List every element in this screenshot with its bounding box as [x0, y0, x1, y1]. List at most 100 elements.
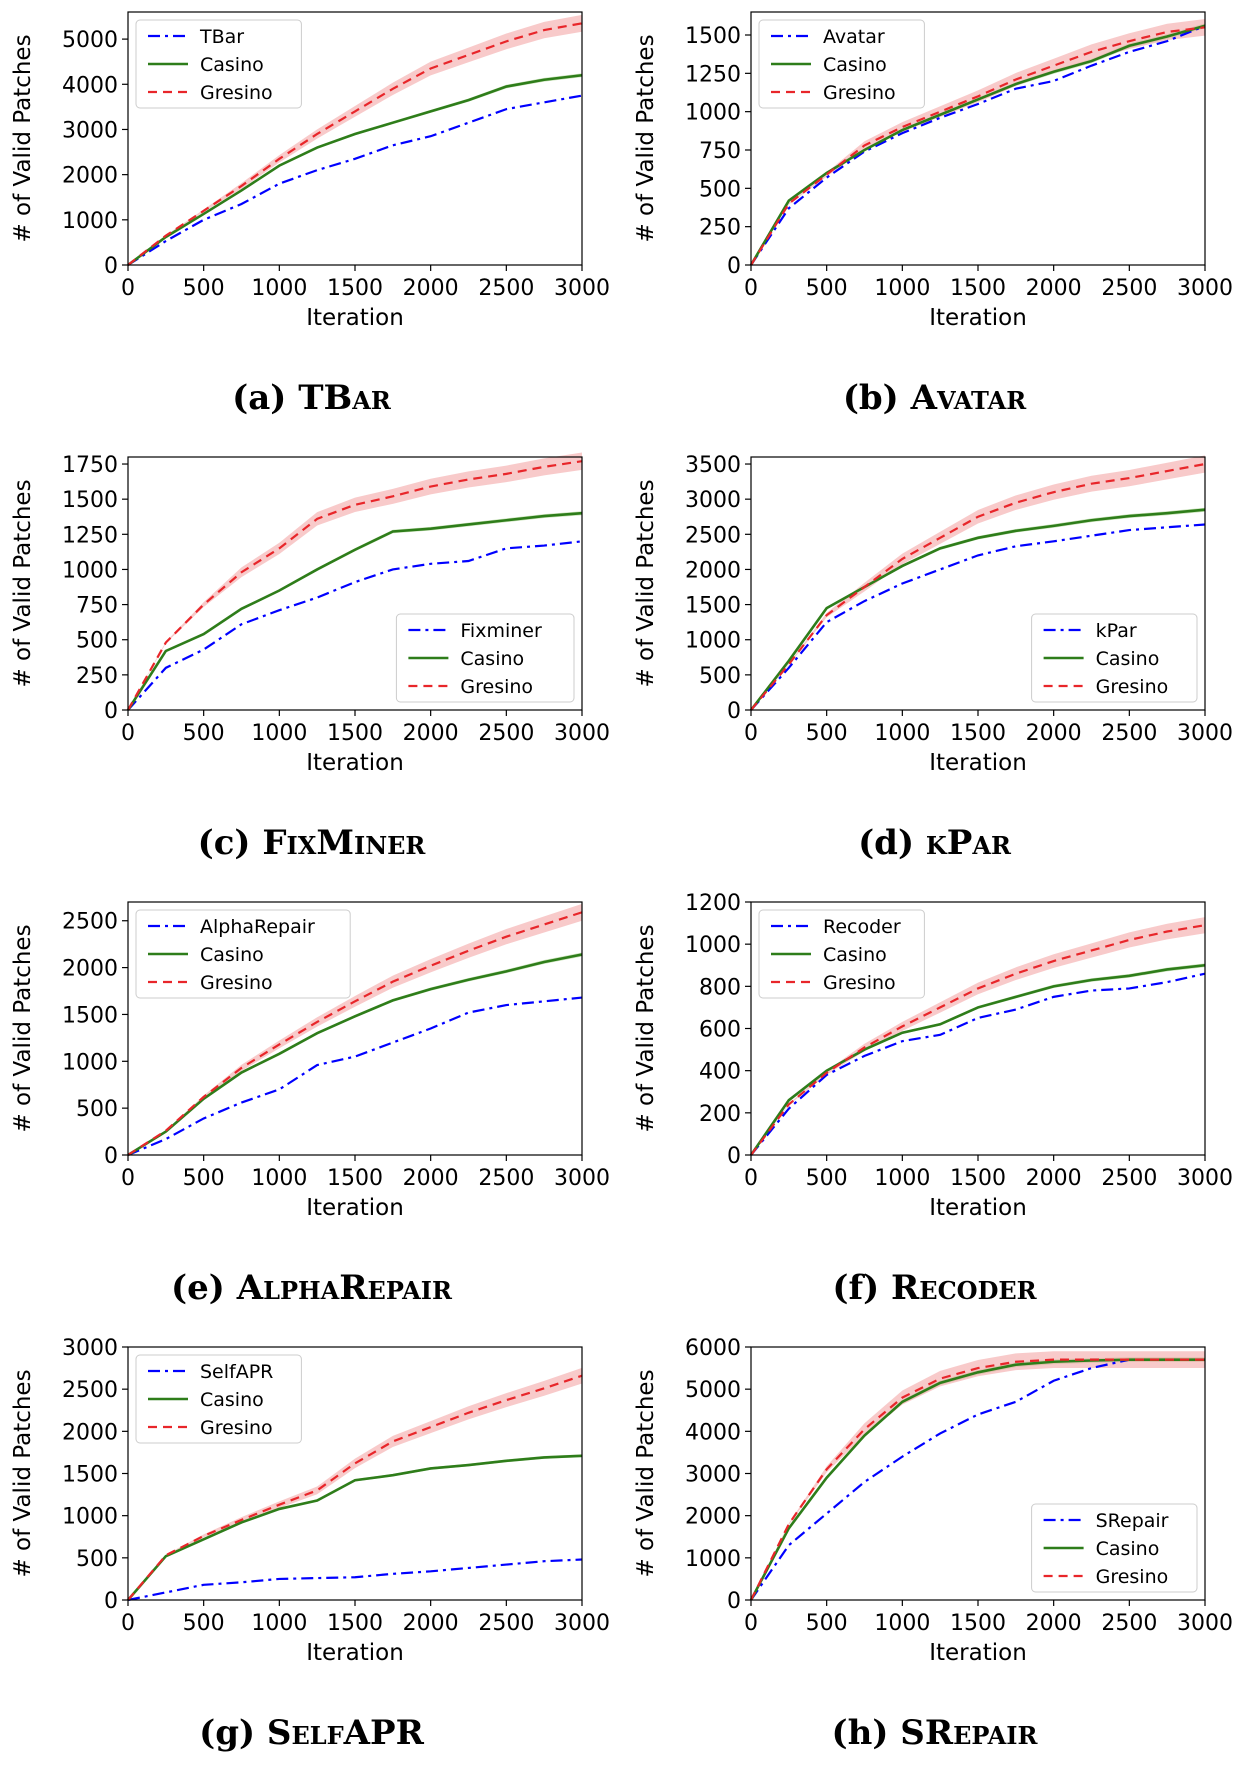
- y-tick-label: 3000: [685, 1463, 741, 1488]
- caption-tool-name: SelfAPR: [266, 1713, 424, 1753]
- legend-entry: Gresino: [823, 972, 896, 994]
- y-tick-label: 2000: [62, 1420, 118, 1445]
- caption-tool-name: Recoder: [891, 1268, 1037, 1308]
- x-tick-label: 3000: [554, 276, 610, 301]
- x-tick-label: 500: [183, 1166, 225, 1191]
- y-tick-label: 1500: [685, 24, 741, 49]
- caption-label: (d): [858, 823, 926, 863]
- x-tick-label: 1500: [950, 721, 1006, 746]
- x-tick-label: 2000: [1026, 721, 1082, 746]
- series-line-recoder: [750, 972, 1206, 1156]
- x-tick-label: 3000: [554, 721, 610, 746]
- legend: SelfAPR Casino Gresino: [135, 1354, 302, 1444]
- x-tick-label: 0: [744, 1611, 758, 1636]
- chart-svg: 0 500 1000 1500 2000 2500 3000 0 500 1000 1500 2000…: [10, 1336, 610, 1666]
- subfigure-caption: (f) Recoder: [623, 1268, 1246, 1308]
- caption-tool-name: AlphaRepair: [236, 1268, 452, 1308]
- x-tick-label: 500: [183, 1611, 225, 1636]
- y-axis-label: # of Valid Patches: [633, 479, 659, 687]
- y-tick-label: 500: [699, 177, 741, 202]
- x-tick-label: 0: [744, 1166, 758, 1191]
- legend-box: [135, 909, 351, 999]
- x-axis-label: Iteration: [306, 750, 404, 776]
- y-tick-label: 0: [104, 1144, 118, 1169]
- y-tick-label: 5000: [62, 28, 118, 53]
- x-tick-label: 0: [744, 721, 758, 746]
- y-tick-label: 1000: [685, 101, 741, 126]
- legend: SRepair Casino Gresino: [1031, 1503, 1198, 1593]
- series-line-tbar: [127, 94, 583, 266]
- series-line-gresino: [750, 462, 1206, 711]
- subfigure-caption: (c) FixMiner: [0, 823, 623, 863]
- x-tick-label: 3000: [554, 1166, 610, 1191]
- x-axis-label: Iteration: [929, 750, 1027, 776]
- y-axis-label: # of Valid Patches: [633, 34, 659, 242]
- x-tick-label: 2500: [478, 1611, 534, 1636]
- x-tick-label: 3000: [554, 1611, 610, 1636]
- legend-entry: Gresino: [200, 972, 273, 994]
- series-line-gresino: [750, 924, 1206, 1156]
- y-tick-label: 600: [699, 1018, 741, 1043]
- series-line-casino: [749, 1358, 1205, 1601]
- y-tick-label: 0: [727, 1144, 741, 1169]
- y-tick-label: 0: [104, 1589, 118, 1614]
- legend-box: [1031, 1503, 1198, 1593]
- legend-entry: Gresino: [200, 82, 273, 104]
- subfigure-caption: (e) AlphaRepair: [0, 1268, 623, 1308]
- x-tick-label: 1500: [327, 276, 383, 301]
- y-tick-label: 2500: [62, 1378, 118, 1403]
- legend-entry: Gresino: [823, 82, 896, 104]
- y-tick-label: 500: [76, 1097, 118, 1122]
- series-line-casino: [127, 1454, 583, 1601]
- x-tick-label: 2500: [1101, 276, 1157, 301]
- legend-entry: Fixminer: [460, 620, 542, 642]
- caption-label: (a): [232, 378, 299, 418]
- caption-label: (e): [171, 1268, 237, 1308]
- series-line-gresino: [750, 1358, 1205, 1601]
- y-axis-label: # of Valid Patches: [633, 924, 659, 1132]
- x-tick-label: 1500: [327, 1166, 383, 1191]
- x-tick-label: 2000: [1026, 1166, 1082, 1191]
- chart-panel: 0 500 1000 1500 2000 2500 3000 0 250 500 750 1000 12…: [0, 445, 623, 890]
- x-tick-label: 2000: [403, 1166, 459, 1191]
- x-tick-label: 2500: [478, 276, 534, 301]
- x-tick-label: 2000: [403, 1611, 459, 1636]
- legend-entry: Gresino: [1096, 676, 1169, 698]
- subfigure-caption: (d) kPar: [623, 823, 1246, 863]
- series-line-kpar: [750, 523, 1206, 711]
- y-tick-label: 500: [76, 629, 118, 654]
- y-tick-label: 3000: [685, 488, 741, 513]
- legend: Fixminer Casino Gresino: [395, 613, 575, 703]
- chart-panel: 0 500 1000 1500 2000 2500 3000 0 250 500 750 1000 12…: [623, 0, 1246, 445]
- x-tick-label: 1000: [874, 1166, 930, 1191]
- legend: AlphaRepair Casino Gresino: [135, 909, 351, 999]
- y-tick-label: 0: [727, 1589, 741, 1614]
- series-line-casino: [749, 508, 1206, 711]
- y-tick-label: 3000: [62, 118, 118, 143]
- x-tick-label: 500: [806, 1611, 848, 1636]
- x-tick-label: 1500: [950, 1611, 1006, 1636]
- chart-svg: 0 500 1000 1500 2000 2500 3000 0 500 1000 1500 2000…: [10, 901, 610, 1221]
- x-tick-label: 1000: [251, 276, 307, 301]
- x-tick-label: 3000: [1177, 1611, 1233, 1636]
- x-tick-label: 1000: [874, 721, 930, 746]
- series-band-gresino: [751, 917, 1205, 1155]
- y-tick-label: 0: [104, 254, 118, 279]
- y-tick-label: 800: [699, 975, 741, 1000]
- series-line-casino: [127, 73, 583, 267]
- y-tick-label: 750: [699, 139, 741, 164]
- caption-tool-name: TBar: [298, 378, 391, 418]
- x-axis-label: Iteration: [306, 305, 404, 331]
- legend-entry: Recoder: [823, 916, 901, 938]
- y-tick-label: 1500: [62, 1003, 118, 1028]
- y-tick-label: 2500: [685, 523, 741, 548]
- caption-label: (h): [831, 1713, 901, 1753]
- x-tick-label: 500: [806, 721, 848, 746]
- y-tick-label: 0: [104, 699, 118, 724]
- y-tick-label: 1200: [685, 891, 741, 916]
- series-band-gresino: [128, 903, 582, 1155]
- x-tick-label: 2000: [403, 721, 459, 746]
- y-axis-label: # of Valid Patches: [10, 34, 36, 242]
- y-tick-label: 1750: [62, 453, 118, 478]
- y-axis-label: # of Valid Patches: [10, 924, 36, 1132]
